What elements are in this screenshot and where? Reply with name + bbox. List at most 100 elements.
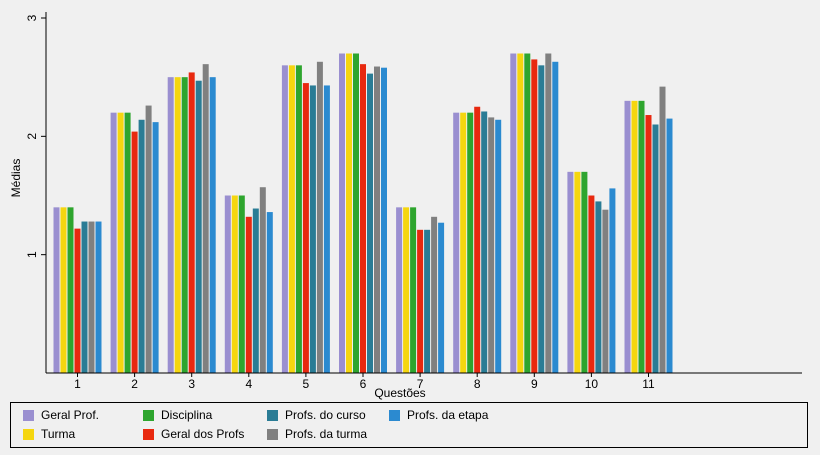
x-tick-label: 11 — [642, 377, 655, 391]
bar — [567, 171, 574, 373]
bar — [53, 207, 60, 373]
bar — [538, 65, 545, 373]
bar — [438, 222, 445, 373]
y-tick-label: 3 — [25, 14, 39, 21]
bar — [460, 112, 467, 374]
legend-item: Geral Prof. — [23, 408, 99, 422]
bar — [367, 73, 373, 373]
bar-chart: 1 2 3 1 2 3 4 5 6 7 8 9 10 11 Questões Médias — [9, 12, 802, 400]
bar — [339, 53, 345, 373]
bar — [60, 207, 67, 373]
bar — [288, 65, 295, 373]
bar — [595, 201, 602, 373]
legend-label: Geral dos Profs — [161, 427, 245, 441]
bar — [259, 187, 266, 373]
bar — [353, 53, 359, 373]
bar — [152, 122, 159, 373]
bar — [624, 100, 631, 373]
legend-item: Geral dos Profs — [143, 427, 244, 441]
bar — [81, 221, 88, 373]
bar — [531, 59, 538, 374]
bar — [95, 221, 102, 373]
bar — [574, 171, 581, 373]
bar — [410, 207, 417, 373]
bar — [645, 115, 652, 374]
bar — [346, 53, 352, 373]
bar — [517, 53, 524, 373]
x-tick-label: 6 — [360, 377, 367, 391]
legend-label: Geral Prof. — [41, 408, 100, 422]
bar — [403, 207, 410, 373]
legend-item: Profs. do curso — [267, 408, 366, 422]
bar — [510, 53, 517, 373]
legend-swatch — [23, 428, 34, 440]
x-tick-label: 8 — [474, 377, 481, 391]
x-tick-label: 10 — [585, 377, 599, 391]
bar — [88, 221, 95, 373]
legend-label: Turma — [41, 427, 76, 441]
bar — [281, 65, 288, 373]
bar — [209, 77, 216, 374]
bar — [124, 112, 131, 374]
bar — [110, 112, 117, 374]
bar — [381, 67, 387, 373]
bar — [67, 207, 74, 373]
bar — [495, 119, 502, 374]
bar — [481, 111, 488, 373]
bar — [174, 77, 181, 374]
x-tick-label: 3 — [188, 377, 195, 391]
bar — [74, 228, 81, 373]
y-axis-label: Médias — [9, 159, 23, 198]
bar — [474, 106, 481, 373]
x-tick-label: 7 — [417, 377, 424, 391]
bar — [631, 100, 638, 373]
bar — [302, 83, 309, 373]
legend-item: Disciplina — [143, 408, 212, 422]
x-tick-label: 9 — [531, 377, 538, 391]
legend-label: Disciplina — [161, 408, 213, 422]
bar — [467, 112, 474, 374]
bar — [167, 77, 174, 374]
x-tick-label: 5 — [303, 377, 310, 391]
bar — [588, 195, 595, 373]
bar — [188, 72, 195, 373]
legend-label: Profs. da turma — [285, 427, 368, 441]
bar — [266, 212, 273, 373]
bar — [417, 229, 424, 373]
y-ticks-group: 1 2 3 — [25, 14, 46, 258]
bar — [453, 112, 460, 374]
legend-swatch — [389, 409, 400, 421]
bar — [360, 64, 366, 374]
x-tick-label: 4 — [245, 377, 252, 391]
bar — [145, 105, 152, 374]
x-axis-label: Questões — [374, 386, 425, 400]
bar — [238, 195, 245, 373]
legend-swatch — [143, 409, 154, 421]
bar — [231, 195, 238, 373]
bar — [138, 119, 145, 374]
bar — [666, 118, 673, 373]
bar — [396, 207, 403, 373]
bar — [181, 77, 188, 374]
bar — [581, 171, 588, 373]
bar — [488, 117, 495, 374]
y-tick-label: 1 — [25, 251, 39, 258]
bar — [524, 53, 531, 373]
chart-legend: Geral Prof. Turma Disciplina Geral dos Prof… — [10, 402, 808, 448]
x-ticks-group: 1 2 3 4 5 6 7 8 9 10 11 — [74, 373, 655, 391]
legend-swatch — [143, 428, 154, 440]
bar — [252, 208, 259, 373]
legend-item: Profs. da etapa — [389, 408, 488, 422]
bar — [323, 85, 330, 373]
y-tick-label: 2 — [25, 133, 39, 140]
bar — [609, 188, 616, 373]
bar — [638, 100, 645, 373]
bar — [245, 216, 252, 373]
legend-swatch — [267, 409, 278, 421]
bar — [652, 124, 659, 373]
legend-swatch — [23, 409, 34, 421]
bar — [424, 229, 431, 373]
x-tick-label: 2 — [131, 377, 138, 391]
legend-label: Profs. da etapa — [407, 408, 489, 422]
legend-item: Profs. da turma — [267, 427, 367, 441]
